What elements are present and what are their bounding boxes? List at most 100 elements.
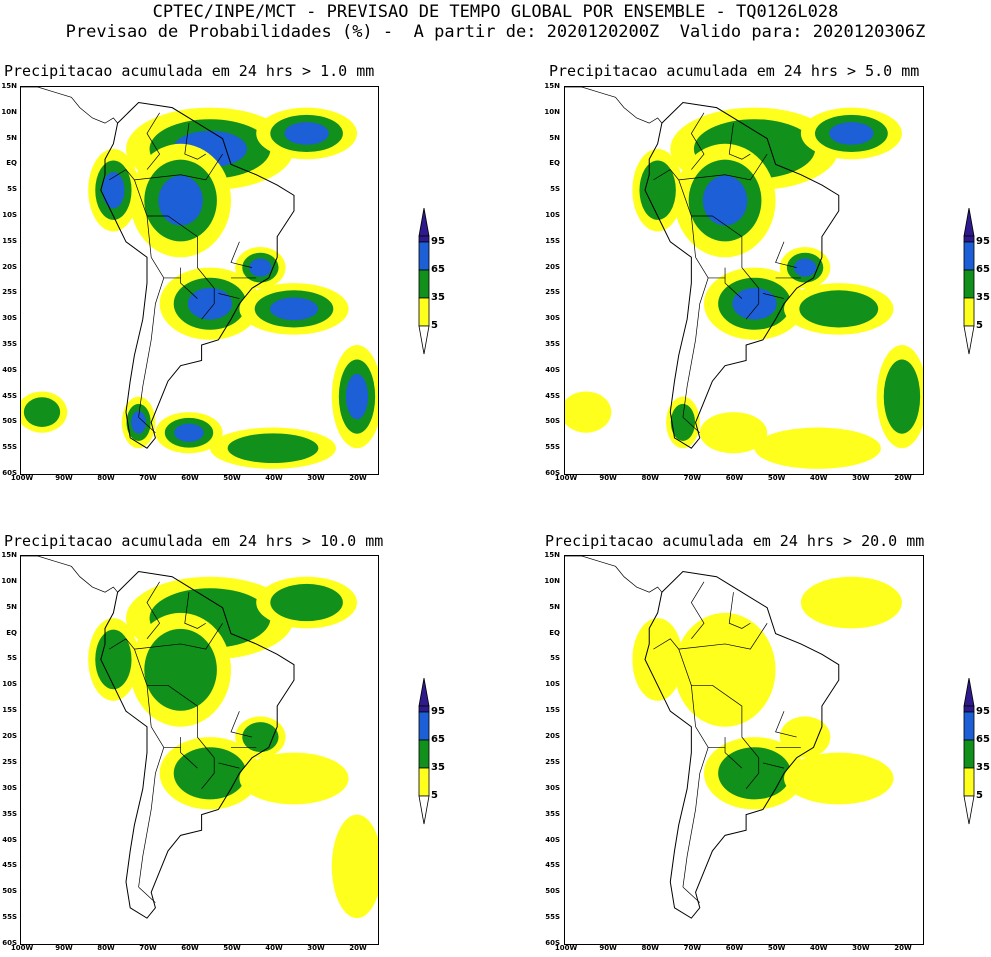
country-border	[565, 556, 663, 593]
lon-tick-label: 20W	[894, 474, 912, 482]
country-border	[230, 241, 253, 268]
lat-tick-label: 60S	[2, 939, 17, 947]
legend-segment	[963, 207, 975, 237]
lat-tick-label: 45S	[545, 391, 560, 400]
country-border	[138, 747, 165, 888]
lat-tick-label: 15S	[2, 236, 17, 245]
lat-tick-label: 15N	[544, 82, 560, 90]
lon-tick-label: 60W	[181, 474, 199, 482]
legend-segment	[418, 325, 430, 355]
lon-tick-label: 80W	[97, 944, 115, 952]
legend-label: 5	[976, 790, 983, 801]
lat-tick-label: 50S	[2, 887, 17, 896]
legend-segment	[418, 207, 430, 237]
lat-tick-label: 10N	[544, 576, 560, 585]
legend-label: 65	[976, 734, 990, 745]
coastline	[100, 570, 295, 919]
probability-contour	[829, 122, 874, 145]
legend-segment	[963, 767, 975, 797]
legend-label: 5	[976, 320, 983, 331]
lat-tick-label: 35S	[545, 809, 560, 818]
panel-2-title: Precipitacao acumulada em 24 hrs > 5.0 m…	[549, 62, 920, 80]
probability-contour	[699, 412, 768, 454]
probability-contour	[239, 752, 349, 805]
country-border	[653, 169, 679, 181]
coastline	[644, 101, 840, 449]
lat-tick-label: 45S	[545, 861, 560, 870]
lat-tick-label: 5N	[6, 133, 17, 142]
country-border	[678, 153, 768, 181]
probability-contour	[565, 391, 612, 433]
lat-tick-label: 25S	[545, 757, 560, 766]
country-border	[134, 623, 223, 650]
panel-2-map	[564, 86, 924, 475]
lon-tick-label: 30W	[307, 474, 325, 482]
country-border	[134, 649, 152, 727]
lat-tick-label: 30S	[545, 783, 560, 792]
panel-1-map-graphic	[21, 87, 378, 469]
country-border	[184, 123, 206, 160]
country-border	[138, 416, 156, 433]
probability-contour	[270, 583, 343, 622]
lon-tick-label: 30W	[307, 944, 325, 952]
country-border	[678, 623, 768, 650]
lon-tick-label: 70W	[139, 474, 157, 482]
lon-tick-label: 100W	[10, 474, 34, 482]
lon-tick-label: 100W	[554, 944, 578, 952]
legend-segment	[418, 739, 430, 769]
lat-tick-label: 15N	[1, 551, 17, 559]
lat-tick-label: 10S	[545, 680, 560, 689]
probability-contour	[23, 397, 61, 427]
lat-tick-label: 10N	[1, 576, 17, 585]
panel-3-map-graphic	[21, 556, 378, 919]
country-border	[728, 592, 751, 629]
legend-segment	[963, 269, 975, 299]
lat-tick-label: 5S	[550, 185, 560, 194]
lat-tick-label: 15N	[1, 82, 17, 90]
panel-1-title: Precipitacao acumulada em 24 hrs > 1.0 m…	[4, 62, 375, 80]
country-border	[775, 241, 797, 268]
lat-tick-label: 35S	[2, 340, 17, 348]
lat-tick-label: 55S	[2, 913, 17, 922]
legend-colorbar	[418, 207, 430, 355]
probability-contour	[632, 618, 683, 701]
country-border	[682, 747, 709, 888]
lat-tick-label: EQ	[6, 628, 17, 637]
lat-tick-label: 10S	[2, 211, 17, 219]
lat-tick-label: 25S	[545, 288, 560, 297]
lat-tick-label: 40S	[2, 365, 17, 374]
legend-segment	[963, 795, 975, 825]
lon-tick-label: 40W	[809, 474, 828, 482]
probability-contour	[732, 287, 777, 320]
probability-contour	[284, 122, 329, 145]
country-border	[230, 711, 253, 738]
lon-tick-label: 100W	[554, 474, 578, 482]
probability-contour	[269, 297, 319, 321]
lat-tick-label: 10N	[1, 107, 17, 116]
country-border	[146, 581, 161, 639]
lat-tick-label: 60S	[545, 939, 560, 947]
country-border	[695, 257, 726, 279]
legend-segment	[418, 269, 430, 299]
lat-tick-label: 40S	[545, 835, 560, 844]
lat-tick-label: 20S	[545, 262, 560, 271]
probability-contour	[227, 433, 319, 464]
panel-1-map	[20, 86, 379, 475]
lat-tick-label: 5N	[549, 133, 560, 142]
lat-tick-label: 30S	[545, 314, 560, 323]
lat-tick-label: 15S	[2, 706, 17, 715]
probability-contour	[800, 576, 902, 629]
lon-tick-label: 80W	[641, 944, 659, 952]
country-border	[762, 762, 785, 769]
legend-segment	[963, 297, 975, 327]
probability-contour	[793, 258, 817, 277]
legend-segment	[418, 705, 430, 713]
probability-contour	[174, 423, 204, 442]
lat-tick-label: 20S	[545, 732, 560, 741]
lat-tick-label: EQ	[6, 159, 17, 168]
country-border	[218, 293, 240, 299]
probability-contour	[173, 747, 247, 800]
header-title: CPTEC/INPE/MCT - PREVISAO DE TEMPO GLOBA…	[152, 2, 839, 22]
country-border	[728, 123, 751, 160]
probability-contour	[674, 612, 776, 727]
